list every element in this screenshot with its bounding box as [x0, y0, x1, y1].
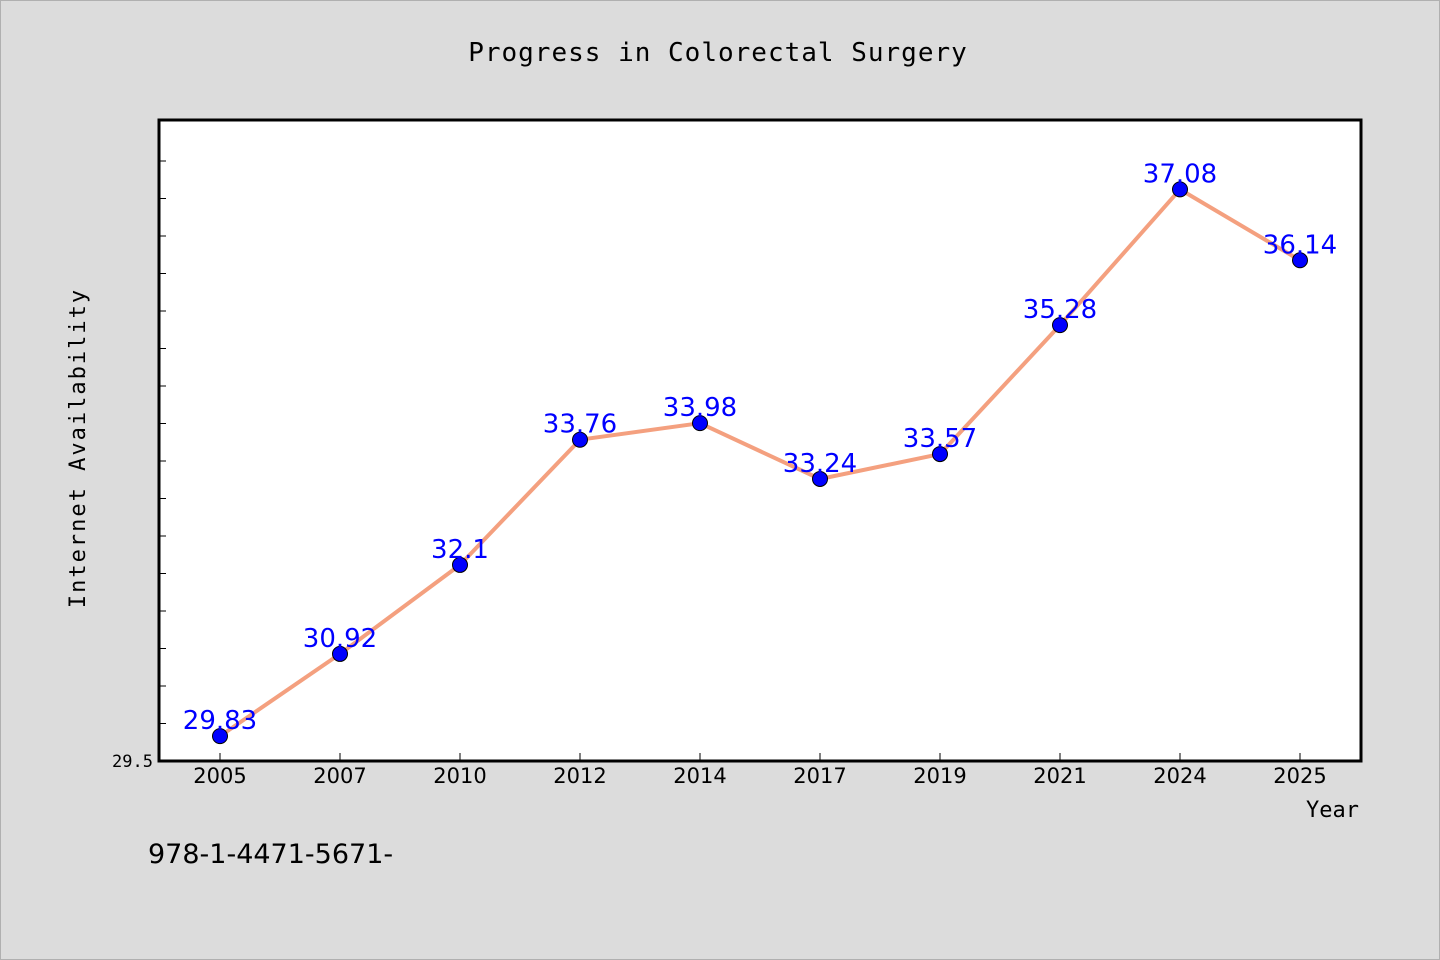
data-label: 35.28: [1023, 295, 1097, 325]
x-tick-label: 2025: [1273, 764, 1326, 788]
chart-title: Progress in Colorectal Surgery: [468, 38, 968, 68]
plot-area: [157, 118, 1363, 763]
series-line: [218, 187, 1302, 739]
x-tick-label: 2010: [433, 764, 486, 788]
data-point: [572, 431, 588, 448]
x-axis-ticks: [219, 753, 1301, 761]
data-markers: [212, 181, 1308, 745]
data-label: 33.24: [783, 449, 857, 479]
y-axis-ticks: [159, 160, 166, 724]
x-tick-label: 2007: [313, 764, 366, 788]
data-label: 36.14: [1263, 230, 1337, 260]
x-tick-label: 2012: [553, 764, 606, 788]
data-label: 32.1: [431, 535, 489, 565]
x-axis-tick-labels: 2005 2007 2010 2012 2014 2017 2019 2021 2024 2025: [193, 764, 1326, 788]
data-point: [452, 556, 468, 573]
data-label: 30.92: [303, 624, 377, 654]
data-point: [812, 470, 828, 487]
data-label: 33.76: [543, 410, 617, 440]
y-axis-label: Internet Availability: [66, 288, 91, 608]
x-tick-label: 2024: [1153, 764, 1206, 788]
data-point: [212, 728, 228, 745]
data-label: 33.57: [903, 424, 977, 454]
x-tick-label: 2021: [1033, 764, 1086, 788]
data-labels: 29.83 30.92 32.1 33.76 33.98 33.24 33.57 35.28 3…: [183, 159, 1337, 736]
data-point: [1052, 317, 1068, 334]
x-tick-label: 2014: [673, 764, 726, 788]
footer-text: 978-1-4471-5671-: [148, 839, 393, 870]
x-axis-label: Year: [1306, 798, 1359, 823]
data-point: [932, 446, 948, 463]
y-tick-label: 29.5: [112, 752, 153, 772]
x-tick-label: 2017: [793, 764, 846, 788]
data-label: 29.83: [183, 706, 257, 736]
x-tick-label: 2005: [193, 764, 246, 788]
data-point: [1292, 252, 1308, 269]
data-label: 33.98: [663, 393, 737, 423]
data-point: [332, 645, 348, 662]
data-point: [1172, 181, 1188, 198]
data-point: [692, 415, 708, 432]
data-label: 37.08: [1143, 159, 1217, 189]
x-tick-label: 2019: [913, 764, 966, 788]
